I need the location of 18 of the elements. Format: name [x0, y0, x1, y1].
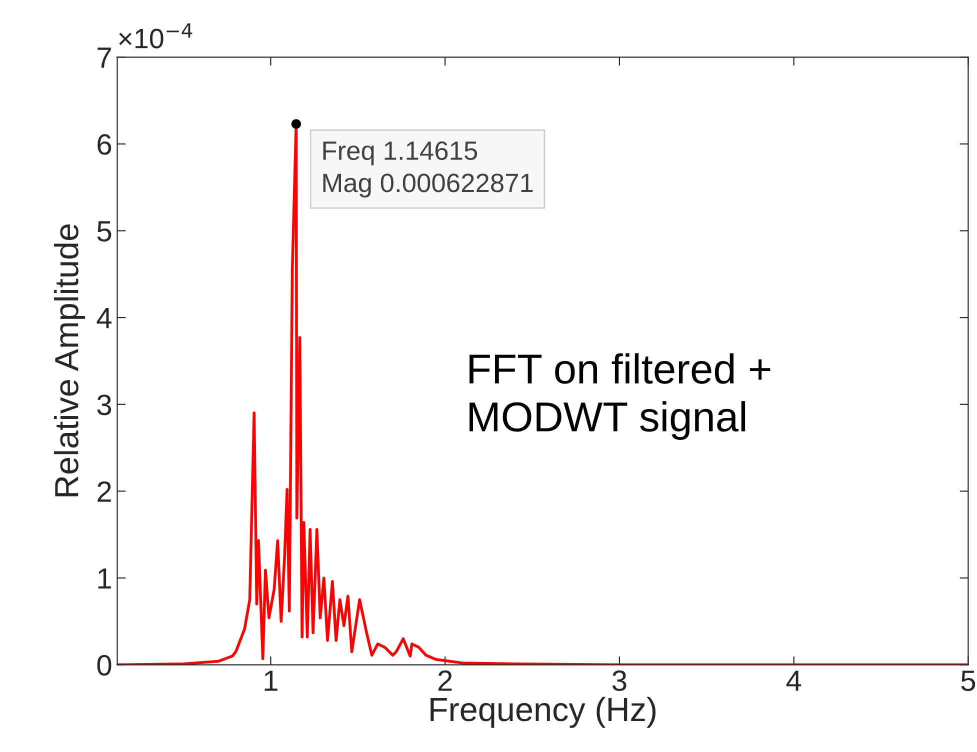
y-tick-label: 2 [98, 481, 111, 502]
y-tick-label: 3 [97, 394, 112, 416]
x-tick-label: 2 [438, 670, 452, 691]
y-axis-title: Relative Amplitude [54, 224, 86, 496]
annotation: Freq 1.14615 Mag 0.000622871 [323, 141, 533, 198]
annotation: FFT on filtered + MODWT signal [470, 353, 770, 440]
y-tick-label: 4 [96, 308, 112, 328]
x-tick-label: 1 [264, 670, 278, 691]
y-tick-label: 5 [97, 221, 112, 242]
text: ×10$^{−4}$ [119, 23, 192, 48]
x-tick-label: 5 [961, 670, 976, 692]
y-tick-label: 6 [98, 134, 112, 155]
x-axis-title: Frequency (Hz) [430, 696, 656, 728]
x-tick-label: 3 [612, 670, 626, 692]
y-tick-label: 1 [98, 568, 111, 589]
y-tick-label: 7 [98, 48, 111, 68]
x-tick-label: 4 [786, 670, 802, 691]
y-tick-label: 0 [97, 654, 112, 676]
